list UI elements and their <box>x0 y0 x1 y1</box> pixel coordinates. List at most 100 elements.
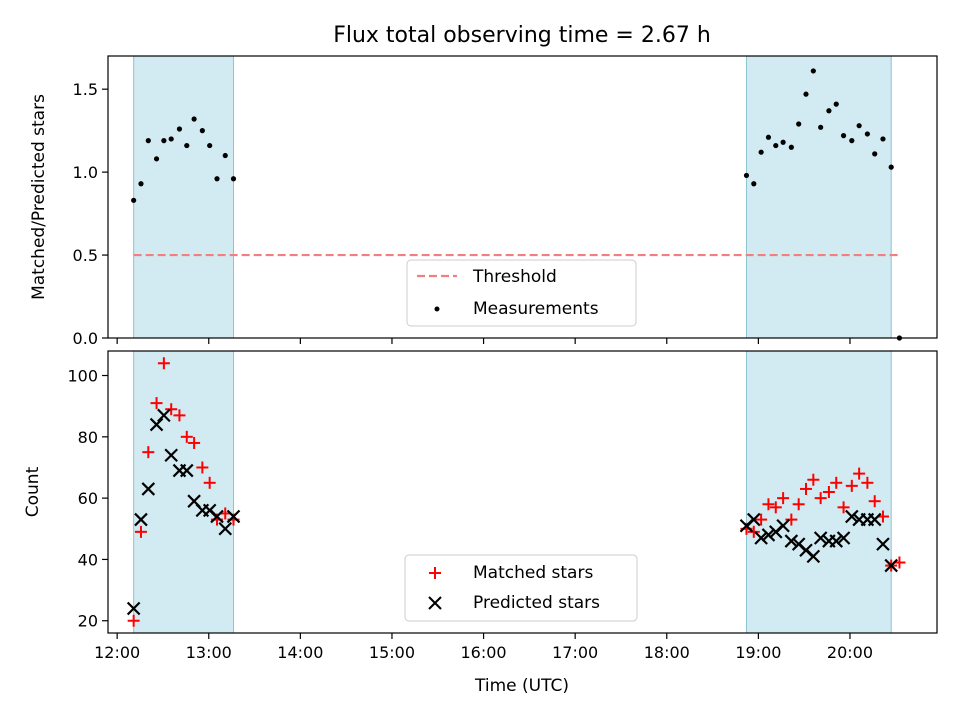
top-axes-frame <box>107 55 938 339</box>
x-tick-label: 12:00 <box>94 643 140 662</box>
matched-star-point <box>777 492 790 505</box>
matched-star-point <box>755 513 768 526</box>
predicted-star-point <box>761 528 776 542</box>
matched-star-point <box>800 482 813 495</box>
x-tick-label: 14:00 <box>277 643 323 662</box>
measurement-point <box>803 91 809 97</box>
predicted-star-point <box>164 448 178 462</box>
measurement-point <box>138 181 144 187</box>
matched-legend-label: Matched stars <box>473 563 593 583</box>
predicted-star-point <box>845 509 859 524</box>
chart-title: Flux total observing time = 2.67 h <box>333 23 711 48</box>
x-tick-label: 13:00 <box>186 643 232 662</box>
top-legend: Threshold Measurements <box>406 259 637 327</box>
predicted-star-point <box>806 549 821 564</box>
predicted-star-point <box>180 463 194 478</box>
bot-y-tick-label: 100 <box>67 367 98 386</box>
matched-star-point <box>807 473 820 486</box>
bot-y-tick-label: 40 <box>78 550 98 569</box>
top-shaded-span-1 <box>745 55 892 339</box>
matched-star-point <box>814 492 827 505</box>
measurement-point <box>222 152 228 159</box>
measurement-point <box>826 108 832 114</box>
predicted-star-point <box>134 512 148 527</box>
matched-star-point <box>134 525 147 538</box>
matched-star-point <box>868 495 881 508</box>
measurement-point <box>780 139 786 145</box>
x-tick-label: 19:00 <box>735 643 781 662</box>
bot-y-tick-label: 60 <box>78 489 98 508</box>
top-shaded-span-0 <box>133 55 234 339</box>
measurement-point <box>872 151 878 157</box>
matched-star-point <box>150 397 163 410</box>
matched-star-point <box>861 476 874 489</box>
measurement-point <box>856 123 862 129</box>
measurement-point <box>833 101 839 107</box>
matched-star-point <box>792 498 805 511</box>
predicted-star-point <box>784 534 799 548</box>
matched-star-point <box>165 403 178 416</box>
measurements-legend-label: Measurements <box>473 299 599 319</box>
bot-shaded-span-0 <box>133 350 234 634</box>
measurement-point <box>849 138 855 144</box>
predicted-star-point <box>149 417 164 432</box>
bottom-y-axis-label: Count <box>23 466 43 517</box>
matched-star-point <box>173 409 186 422</box>
measurement-point <box>751 181 757 187</box>
measurement-point <box>191 116 197 122</box>
predicted-star-point <box>836 531 851 545</box>
x-tick-label: 18:00 <box>644 643 690 662</box>
predicted-star-point <box>157 408 171 423</box>
measurement-point <box>168 136 174 142</box>
predicted-star-point <box>210 509 224 524</box>
measurement-point <box>773 142 779 149</box>
bot-shaded-span-1 <box>745 350 892 634</box>
matched-star-point <box>853 467 866 480</box>
predicted-star-point <box>829 534 844 548</box>
predicted-legend-marker <box>428 596 442 610</box>
predicted-star-point <box>754 531 768 545</box>
top-y-tick-label: 1.0 <box>73 163 98 182</box>
measurement-point <box>810 68 816 74</box>
top-y-tick-label: 0.0 <box>73 329 98 348</box>
matched-star-point <box>837 501 850 514</box>
measurement-point <box>207 142 213 149</box>
matched-star-point <box>142 446 155 459</box>
x-tick-label: 15:00 <box>369 643 415 662</box>
predicted-star-point <box>884 558 898 573</box>
measurement-point <box>880 136 886 142</box>
bot-y-tick-label: 20 <box>78 612 98 631</box>
measurement-point <box>840 133 847 139</box>
predicted-star-point <box>141 482 156 496</box>
top-legend-box <box>406 259 637 327</box>
matched-star-point <box>845 479 858 492</box>
measurement-point <box>796 121 802 127</box>
predicted-star-point <box>813 531 828 545</box>
measurement-point <box>758 149 764 155</box>
predicted-star-point <box>226 509 241 524</box>
matched-star-point <box>769 501 782 514</box>
measurement-point <box>230 176 237 182</box>
threshold-legend-label: Threshold <box>472 267 557 287</box>
matched-star-point <box>180 430 193 443</box>
measurement-point <box>765 134 772 140</box>
top-y-tick-label: 0.5 <box>73 246 98 265</box>
bot-y-tick-label: 80 <box>78 428 98 447</box>
measurement-point <box>161 138 167 144</box>
measurement-point <box>214 176 220 182</box>
measurement-point <box>131 197 137 203</box>
predicted-star-point <box>876 537 890 551</box>
measurement-point <box>184 142 190 149</box>
bottom-panel: 20 40 60 80 100 12:00 13:00 14:00 15:00 16:00 17:… <box>23 350 938 696</box>
matched-star-point <box>127 614 140 627</box>
measurements-legend-marker <box>434 306 440 312</box>
measurement-point <box>153 156 160 162</box>
measurement-point <box>145 138 151 144</box>
matched-star-point <box>203 476 216 489</box>
top-y-tick-label: 1.5 <box>73 80 98 99</box>
predicted-star-point <box>776 518 790 533</box>
x-tick-label: 16:00 <box>461 643 507 662</box>
predicted-star-point <box>218 522 233 536</box>
matched-star-point <box>188 436 201 449</box>
top-y-axis-label: Matched/Predicted stars <box>29 94 49 300</box>
